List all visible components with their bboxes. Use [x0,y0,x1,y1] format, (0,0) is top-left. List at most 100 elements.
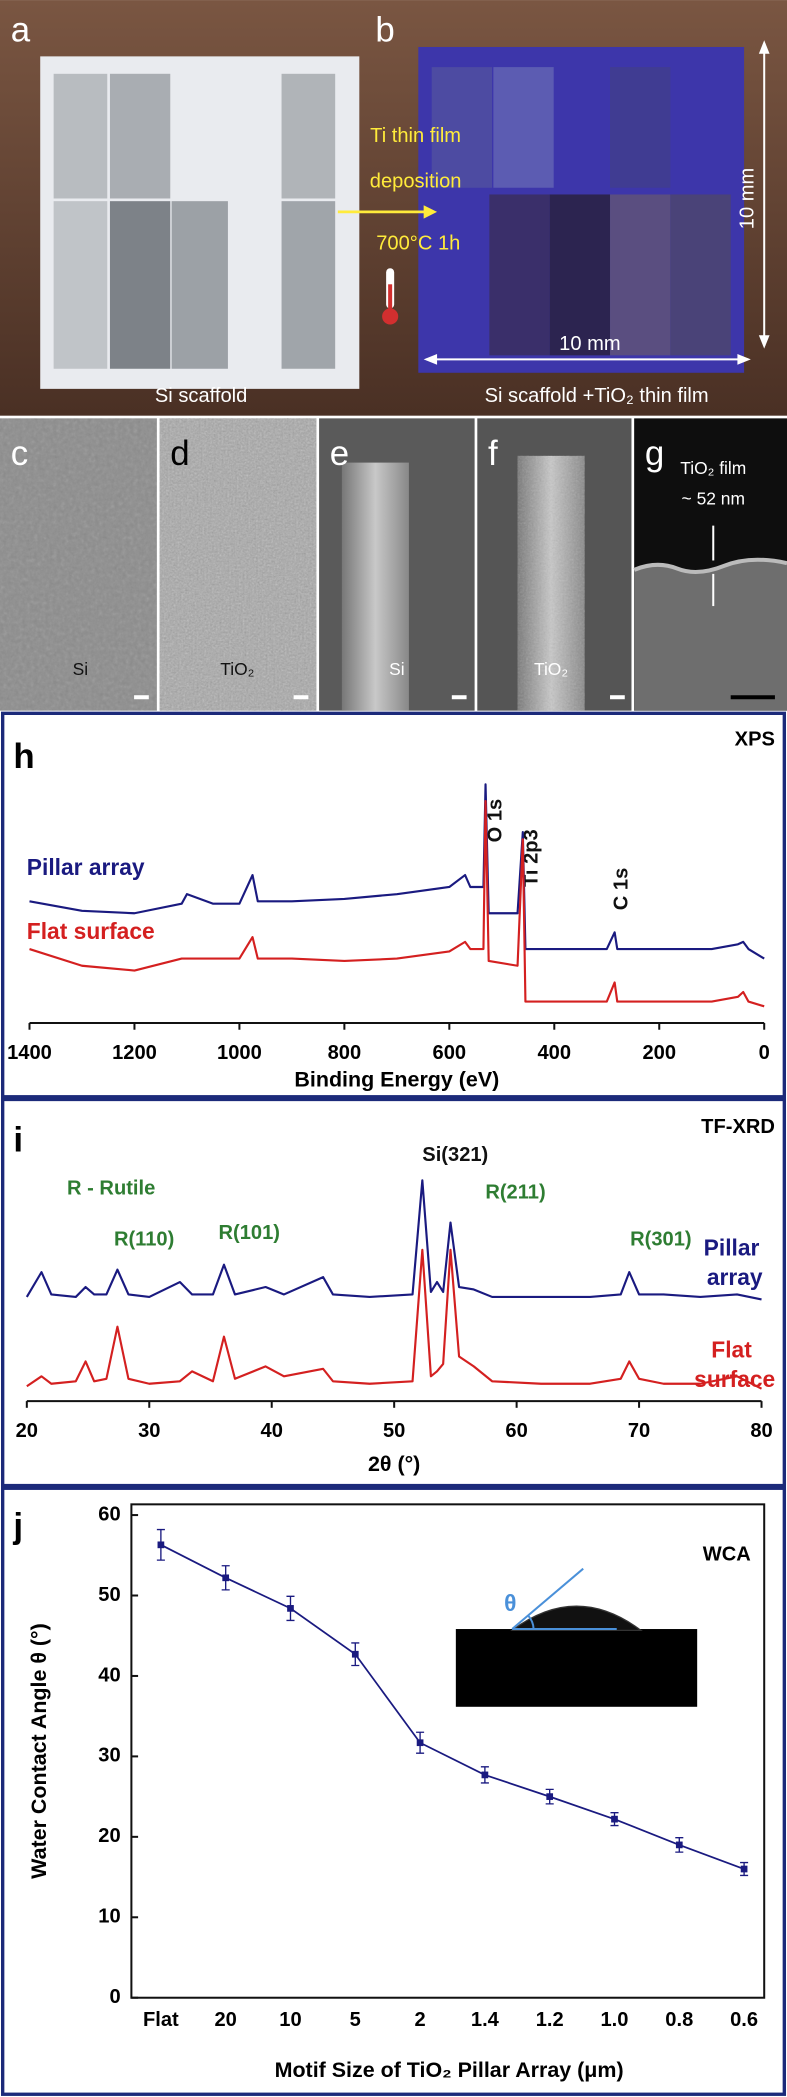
x-tick-label: 1.0 [601,2009,629,2031]
x-tick-label: 20 [214,2009,236,2031]
x-tick-label: 80 [750,1420,772,1442]
x-tick-label: 30 [138,1420,160,1442]
x-tick-label: 0.6 [730,2009,758,2031]
chart-title: TF-XRD [701,1116,775,1138]
panel-border [1,711,786,1099]
sem-texture [517,455,585,711]
pillar [341,462,409,711]
material-label: TiO₂ [220,659,254,679]
data-point [481,1771,489,1779]
data-point [351,1650,359,1658]
annotation: R(101) [219,1222,280,1244]
x-tick-label: Flat [143,2009,179,2031]
x-tick-label: 70 [628,1420,650,1442]
tile [670,194,731,356]
x-tick-label: 5 [350,2009,361,2031]
x-axis-title: Binding Energy (eV) [294,1067,499,1091]
x-tick-label: 400 [538,1042,572,1064]
chart-title: XPS [735,728,775,750]
angle-arc [527,1614,535,1630]
panel-label: e [330,434,349,473]
film-label: TiO₂ film [680,458,746,478]
x-tick-label: 1.4 [471,2009,500,2031]
annotation: R - Rutile [67,1178,155,1200]
panel-label: h [13,737,34,776]
y-tick-label: 20 [98,1825,120,1847]
thermometer-bulb [382,308,399,325]
tile [281,201,336,369]
data-point [675,1841,683,1849]
sem-texture [0,418,157,711]
x-tick-label: 800 [328,1042,362,1064]
y-tick-label: 50 [98,1584,120,1606]
y-tick-label: 10 [98,1906,120,1928]
x-tick-label: 1200 [112,1042,157,1064]
panel-label: j [12,1507,23,1546]
series-label: Pillar array [704,1235,766,1290]
panel-label: i [13,1121,23,1160]
sem-panels: c d e f g Si TiO₂ Si TiO₂ TiO₂ film ~ 52… [0,418,787,711]
arrow-head [737,354,751,365]
droplet [510,1605,643,1632]
series-line [26,1248,763,1390]
panel-label: c [11,434,28,473]
tile [489,194,550,356]
series-line [25,1179,762,1301]
panel-label: a [11,10,31,49]
process-text: 700°C 1h [376,232,460,254]
annotation: Si(321) [422,1144,488,1166]
x-axis-title: Motif Size of TiO₂ Pillar Array (μm) [275,2058,624,2082]
x-tick-label: 40 [261,1420,283,1442]
x-tick-label: 0 [759,1042,770,1064]
x-axis-title: 2θ (°) [368,1452,420,1476]
series-line [29,800,765,1008]
panel-label: f [488,434,498,473]
inset-label: θ [504,1590,516,1616]
series-label: Flat surface [27,918,155,944]
x-tick-label: 600 [433,1042,467,1064]
caption: Si scaffold [155,385,247,407]
dimension-label: 10 mm [559,333,620,355]
x-tick-label: 1400 [7,1042,52,1064]
dimension-label: 10 mm [736,168,758,229]
x-tick-label: 200 [642,1042,676,1064]
arrow-head [758,40,770,54]
tile [610,67,671,188]
x-tick-label: 1000 [217,1042,262,1064]
chart-title: WCA [703,1544,751,1566]
annotation: O 1s [484,799,506,843]
inset-image [455,1629,698,1707]
arrow-head [423,354,438,365]
tile [109,201,171,369]
plot-frame [130,1503,766,1999]
film-edge [633,557,787,574]
tile [281,73,336,199]
panel-label: d [170,434,189,473]
annotation: C 1s [610,868,632,910]
panel-label: g [645,434,664,473]
annotation: R(110) [114,1229,174,1251]
material-label: Si [389,659,404,679]
sem-texture [159,418,317,711]
data-point [287,1605,294,1612]
arrow-head [423,205,438,219]
x-tick-label: 60 [505,1420,527,1442]
y-tick-label: 60 [98,1503,120,1525]
tile [171,201,228,369]
panel-label: b [375,10,394,49]
tile [431,67,493,188]
data-point [611,1815,618,1823]
film-label: ~ 52 nm [682,489,745,509]
thermometer-fill [388,284,393,312]
y-axis-title: Water Contact Angle θ (°) [27,1623,51,1879]
caption: Si scaffold +TiO₂ thin film [485,385,709,407]
material-label: Si [73,659,88,679]
data-point [416,1739,424,1747]
process-text: deposition [370,171,462,193]
tile [549,194,611,356]
process-text: Ti thin film [370,125,461,147]
y-tick-label: 30 [98,1745,120,1767]
y-tick-label: 40 [98,1664,120,1686]
material-label: TiO₂ [534,659,568,679]
